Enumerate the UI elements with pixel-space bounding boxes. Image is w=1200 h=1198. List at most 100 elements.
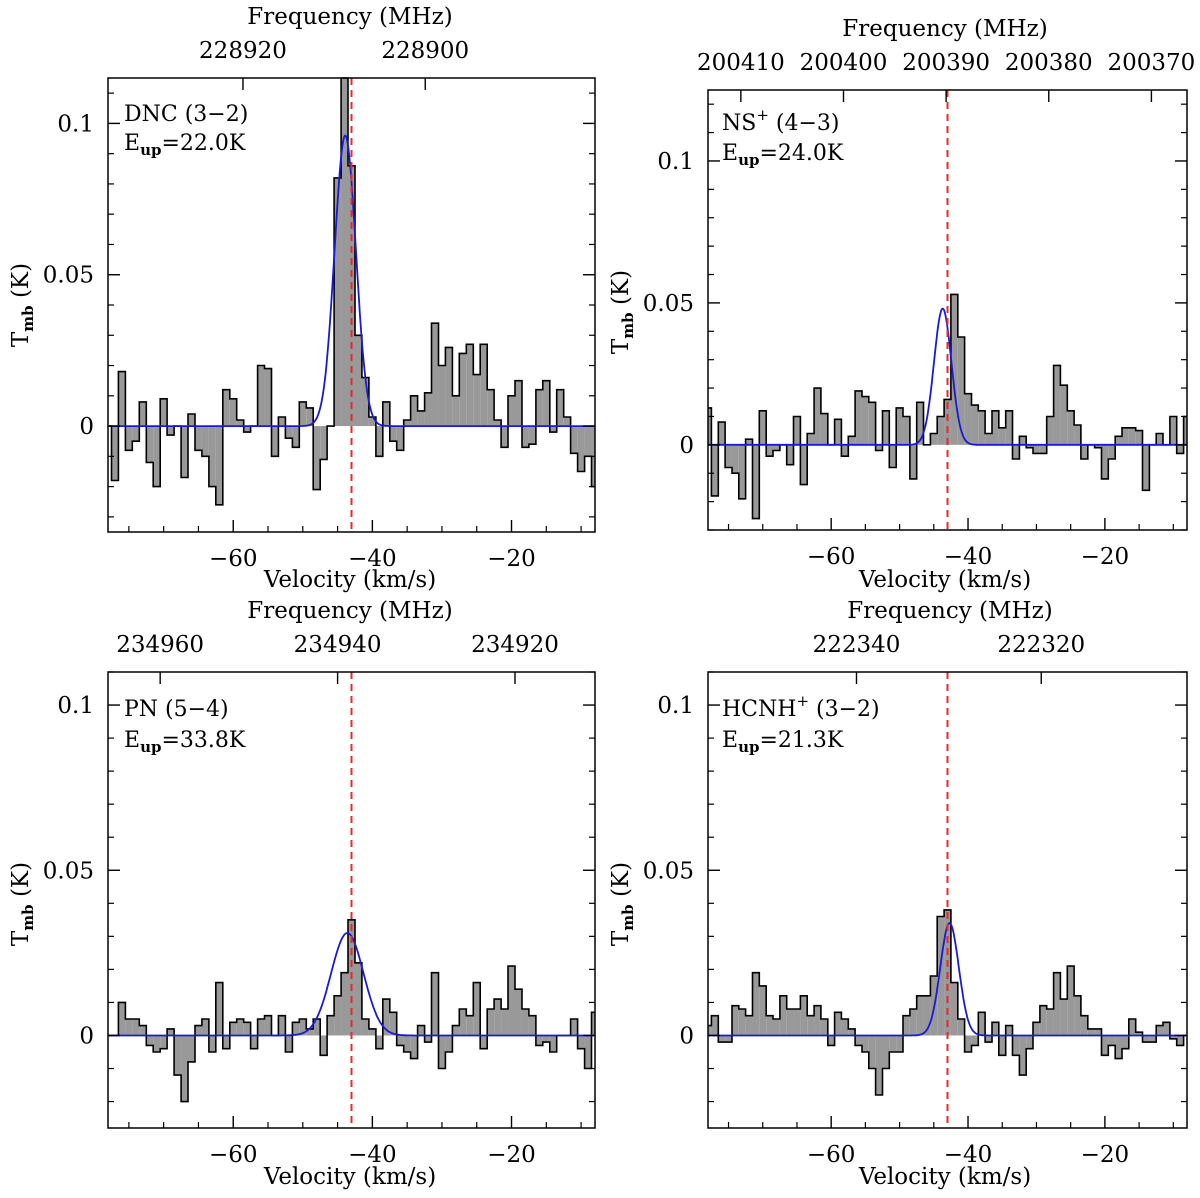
spectrum-bin <box>1081 445 1088 459</box>
spectrum-bin <box>397 1035 404 1045</box>
spectrum-bin <box>1047 1009 1054 1035</box>
panel-dnc-species-label: DNC (3−2) <box>124 102 248 127</box>
spectrum-bin <box>917 996 924 1036</box>
spectrum-bin <box>1006 411 1013 445</box>
spectrum-bin <box>759 411 766 445</box>
spectrum-bin <box>1013 1035 1020 1055</box>
ylabel-symbol: T <box>608 930 634 946</box>
panel-dnc-y-axis-label: Tmb (K) <box>8 263 37 347</box>
eup-symbol: E <box>124 728 140 753</box>
panel-hcnh-plus-top-axis-label: Frequency (MHz) <box>847 598 1052 624</box>
spectrum-bin <box>752 445 759 519</box>
spectrum-bin <box>787 1009 794 1035</box>
spectrum-bin <box>425 393 432 426</box>
spectrum-bin <box>376 426 383 456</box>
spectrum-bin <box>578 426 585 471</box>
spectrum-bin <box>459 353 466 426</box>
spectrum-bin <box>821 1019 828 1036</box>
panel-pn-y-axis-label: Tmb (K) <box>8 862 37 946</box>
eup-subscript: up <box>140 141 161 159</box>
spectrum-bin <box>999 428 1006 445</box>
spectrum-bin <box>1149 1035 1156 1042</box>
spectrum-bin <box>160 399 167 426</box>
spectrum-bin <box>118 372 125 426</box>
spectrum-bin <box>237 420 244 426</box>
spectrum-bin <box>432 973 439 1036</box>
spectrum-bin <box>327 1016 334 1036</box>
spectrum-bin <box>501 1009 508 1035</box>
top-freq-tick-label: 200370 <box>1108 50 1196 76</box>
spectrum-bin <box>313 426 320 490</box>
spectrum-bin <box>794 1009 801 1035</box>
spectrum-bin <box>237 1019 244 1036</box>
spectrum-bin <box>718 422 725 445</box>
spectrum-bin <box>1177 1035 1184 1045</box>
spectrum-bin <box>585 1035 592 1068</box>
spectrum-bin <box>139 1026 146 1036</box>
ylabel-unit: (K) <box>608 270 634 312</box>
spectrum-bin <box>432 323 439 426</box>
spectrum-bin <box>167 426 174 435</box>
spectrum-bin <box>480 344 487 426</box>
spectrum-bin <box>971 405 978 445</box>
spectrum-bin <box>244 1022 251 1035</box>
spectrum-bin <box>111 426 118 480</box>
spectrum-bin <box>223 1035 230 1048</box>
spectrum-bin <box>807 433 814 444</box>
spectrum-bin <box>1006 1026 1013 1036</box>
spectrum-bin <box>515 381 522 426</box>
spectrum-bin <box>1013 445 1020 459</box>
y-tick-label: 0 <box>79 1023 94 1049</box>
spectrum-bin <box>536 390 543 426</box>
spectrum-bin <box>841 445 848 456</box>
spectrum-bin <box>438 366 445 427</box>
top-freq-tick-label: 228920 <box>199 38 287 64</box>
spectrum-bin <box>937 416 944 444</box>
spectrum-bin <box>139 402 146 426</box>
spectrum-bin <box>578 1035 585 1048</box>
panel-ns-plus: −60 −40 −2000.050.1200410 200400 200390 20038… <box>608 16 1195 593</box>
spectrum-bin <box>466 344 473 426</box>
spectrum-bin <box>862 1035 869 1052</box>
spectrum-bin <box>807 1016 814 1036</box>
spectrum-bin <box>445 1035 452 1052</box>
spectrum-bin <box>869 1035 876 1068</box>
spectrum-bin <box>711 1016 718 1036</box>
spectrum-bin <box>529 1016 536 1036</box>
spectrum-bin <box>862 397 869 445</box>
ylabel-symbol: T <box>8 930 34 946</box>
y-tick-label: 0.05 <box>643 858 694 884</box>
ylabel-subscript: mb <box>619 312 637 338</box>
spectrum-bin <box>404 420 411 426</box>
eup-subscript: up <box>738 738 759 756</box>
spectrum-bin <box>125 1019 132 1036</box>
spectrum-bin <box>978 411 985 445</box>
spectrum-bin <box>1067 411 1074 445</box>
top-freq-tick-label: 228900 <box>381 38 469 64</box>
spectrum-bin <box>494 420 501 426</box>
spectrum-bin <box>1074 996 1081 1036</box>
spectrum-bin <box>383 402 390 426</box>
spectrum-bin <box>718 1035 725 1042</box>
y-tick-label: 0 <box>679 433 694 459</box>
spectrum-bin <box>188 1035 195 1061</box>
spectrum-bin <box>1047 416 1054 444</box>
spectrum-bin <box>181 1035 188 1101</box>
panel-dnc: −60 −40 −20 0 0.05 0.1 228920 228900 Frequency … <box>8 4 595 593</box>
spectrum-bin <box>216 426 223 505</box>
spectrum-bin <box>1019 436 1026 445</box>
spectrum-bin <box>411 1035 418 1058</box>
species-transition: (3−2) <box>809 697 880 722</box>
spectrum-bin <box>930 433 937 444</box>
spectrum-bin <box>1081 1016 1088 1036</box>
spectrum-bin <box>896 408 903 445</box>
spectrum-bin <box>841 1019 848 1036</box>
spectra-figure: −60 −40 −2000.050.1228920 228900 Frequency … <box>0 0 1200 1198</box>
spectrum-bin <box>882 411 889 445</box>
spectrum-bin <box>828 1035 835 1045</box>
x-tick-label: −60 <box>807 544 856 570</box>
top-freq-tick-label: 222320 <box>997 632 1085 658</box>
ylabel-subscript: mb <box>19 904 37 930</box>
spectrum-bin <box>195 1026 202 1036</box>
spectrum-bin <box>1122 428 1129 445</box>
